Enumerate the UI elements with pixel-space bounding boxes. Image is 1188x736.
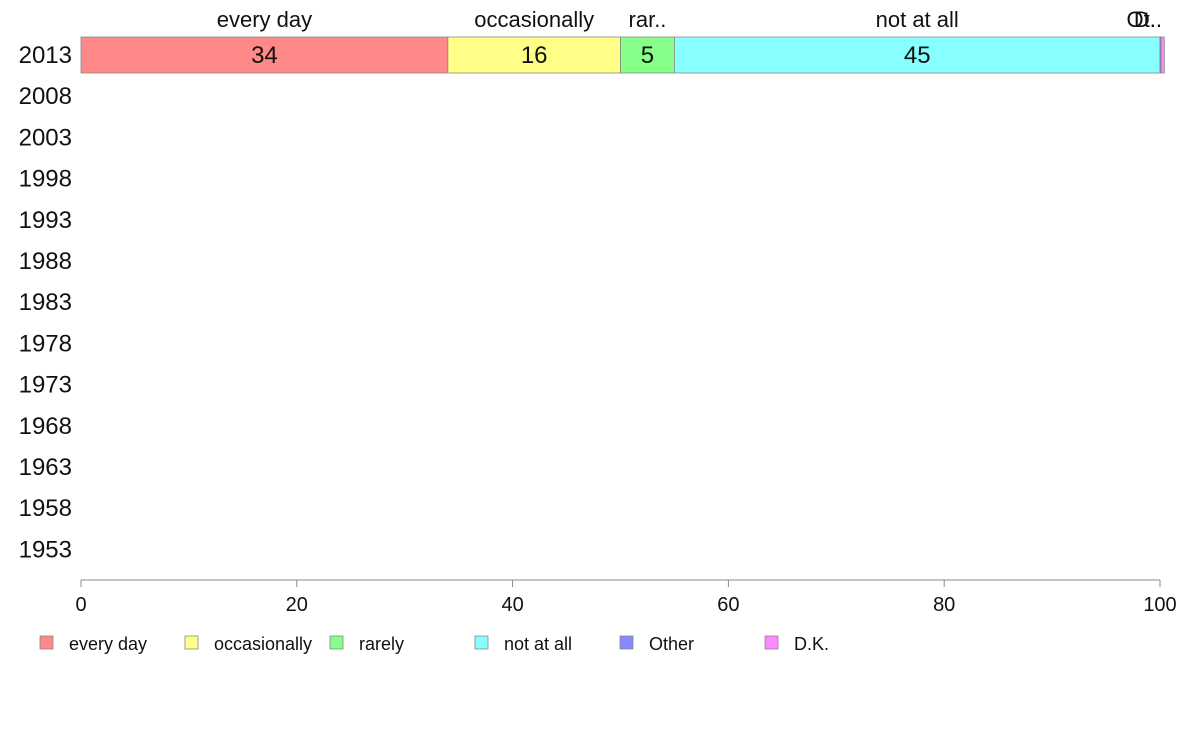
data-label-2013-1: 16 [521, 42, 548, 69]
legend: every day occasionally rarely not at all Oth… [39, 634, 829, 654]
bar-2013-d-k- [1160, 36, 1165, 74]
legend-swatch-5 [764, 635, 779, 650]
legend-swatch-0 [39, 635, 54, 650]
segment-header-5: D.. [1134, 7, 1162, 32]
x-tick-label-0: 0 [75, 594, 86, 616]
x-tick-label-40: 40 [501, 594, 523, 616]
x-tick-label-80: 80 [933, 594, 955, 616]
data-label-2013-3: 45 [904, 42, 931, 69]
data-label-2013-2: 5 [641, 42, 654, 69]
legend-label-2: rarely [359, 634, 404, 654]
y-label-1978: 1978 [19, 330, 72, 357]
y-label-1973: 1973 [19, 372, 72, 399]
segment-header-1: occasionally [474, 7, 594, 32]
y-label-2003: 2003 [19, 124, 72, 151]
legend-label-4: Other [649, 634, 694, 654]
segment-header-2: rar.. [629, 7, 667, 32]
y-label-1953: 1953 [19, 536, 72, 563]
legend-label-0: every day [69, 634, 147, 654]
legend-swatch-2 [329, 635, 344, 650]
y-label-1983: 1983 [19, 289, 72, 316]
bar-2013-every-day [80, 36, 449, 74]
data-label-2013-0: 34 [251, 42, 278, 69]
y-label-1998: 1998 [19, 166, 72, 193]
y-label-1958: 1958 [19, 495, 72, 522]
segment-header-0: every day [217, 7, 312, 32]
legend-swatch-1 [184, 635, 199, 650]
legend-swatch-4 [619, 635, 634, 650]
bar-2013-not-at-all [674, 36, 1161, 74]
x-tick-label-20: 20 [286, 594, 308, 616]
bar-2013-rarely [620, 36, 675, 74]
segment-header-4: Ot.. [1127, 7, 1162, 32]
segment-header-3: not at all [876, 7, 959, 32]
y-axis-labels: 2013 2008 2003 1998 1993 1988 1983 1978 1973 1968… [19, 42, 72, 563]
x-tick-label-60: 60 [717, 594, 739, 616]
legend-label-5: D.K. [794, 634, 829, 654]
bars: 34 16 5 45 [80, 36, 1165, 74]
legend-swatch-3 [474, 635, 489, 650]
y-label-2008: 2008 [19, 83, 72, 110]
y-label-1988: 1988 [19, 248, 72, 275]
y-label-1993: 1993 [19, 207, 72, 234]
y-label-2013: 2013 [19, 42, 72, 69]
x-axis: 0 20 40 60 80 100 [75, 579, 1177, 616]
legend-label-1: occasionally [214, 634, 312, 654]
y-label-1968: 1968 [19, 413, 72, 440]
segment-header-labels: every day occasionally rar.. not at all Ot..… [217, 7, 1162, 32]
y-label-1963: 1963 [19, 454, 72, 481]
x-tick-label-100: 100 [1143, 594, 1176, 616]
legend-label-3: not at all [504, 634, 572, 654]
bar-2013-occasionally [447, 36, 621, 74]
